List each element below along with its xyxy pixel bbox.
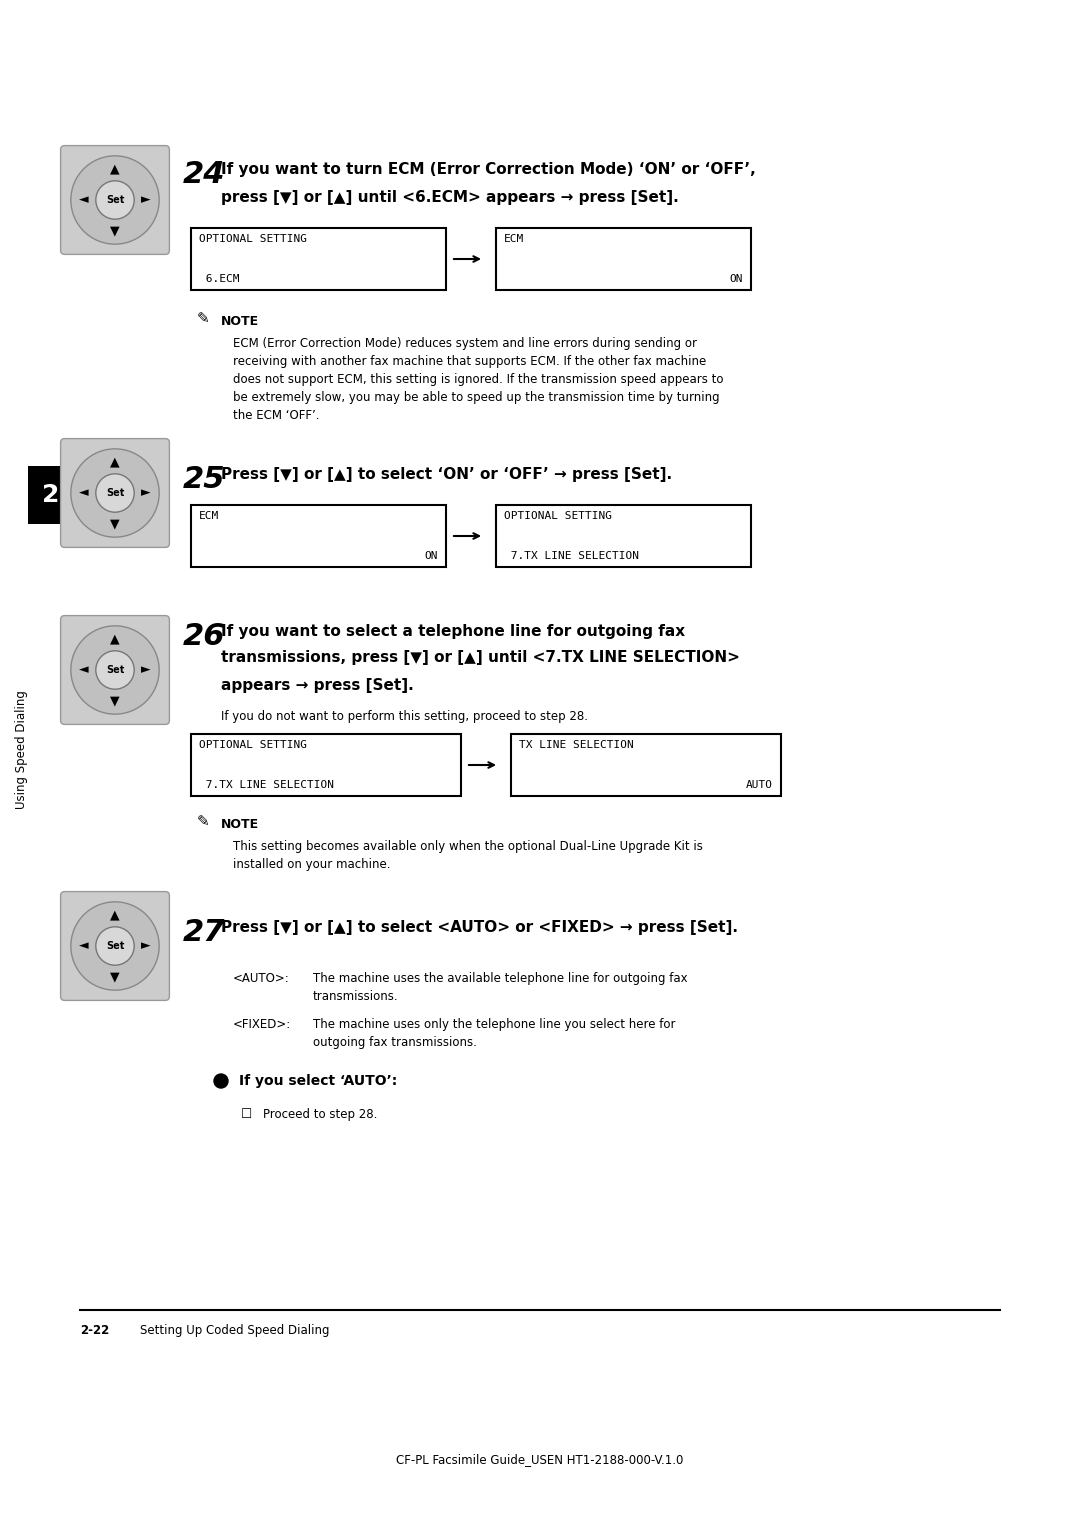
Circle shape	[71, 156, 159, 244]
Text: <AUTO>:: <AUTO>:	[233, 972, 289, 986]
Text: ◄: ◄	[79, 663, 89, 677]
Text: OPTIONAL SETTING: OPTIONAL SETTING	[504, 510, 612, 521]
Circle shape	[96, 927, 134, 966]
Text: ►: ►	[141, 486, 151, 500]
Text: ▲: ▲	[110, 633, 120, 645]
Text: does not support ECM, this setting is ignored. If the transmission speed appears: does not support ECM, this setting is ig…	[233, 373, 724, 387]
FancyBboxPatch shape	[496, 228, 751, 290]
Text: ▲: ▲	[110, 455, 120, 468]
Circle shape	[71, 449, 159, 538]
Text: ON: ON	[424, 552, 438, 561]
Text: ✎: ✎	[197, 814, 210, 830]
Text: ◄: ◄	[79, 940, 89, 952]
Text: ECM: ECM	[199, 510, 219, 521]
Text: Proceed to step 28.: Proceed to step 28.	[264, 1108, 377, 1122]
Text: ▼: ▼	[110, 695, 120, 707]
FancyBboxPatch shape	[60, 439, 170, 547]
Text: be extremely slow, you may be able to speed up the transmission time by turning: be extremely slow, you may be able to sp…	[233, 391, 719, 403]
Text: appears → press [Set].: appears → press [Set].	[221, 678, 414, 694]
Text: OPTIONAL SETTING: OPTIONAL SETTING	[199, 740, 307, 750]
Text: ECM: ECM	[504, 234, 524, 244]
Circle shape	[71, 626, 159, 714]
Text: The machine uses the available telephone line for outgoing fax: The machine uses the available telephone…	[313, 972, 688, 986]
Text: Setting Up Coded Speed Dialing: Setting Up Coded Speed Dialing	[140, 1323, 329, 1337]
Text: AUTO: AUTO	[746, 779, 773, 790]
Text: ▲: ▲	[110, 908, 120, 921]
Circle shape	[96, 180, 134, 219]
Text: NOTE: NOTE	[221, 315, 259, 329]
FancyBboxPatch shape	[191, 228, 446, 290]
Text: Press [▼] or [▲] to select <AUTO> or <FIXED> → press [Set].: Press [▼] or [▲] to select <AUTO> or <FI…	[221, 920, 738, 935]
Text: transmissions, press [▼] or [▲] until <7.TX LINE SELECTION>: transmissions, press [▼] or [▲] until <7…	[221, 649, 740, 665]
Text: ◄: ◄	[79, 194, 89, 206]
Text: press [▼] or [▲] until <6.ECM> appears → press [Set].: press [▼] or [▲] until <6.ECM> appears →…	[221, 189, 678, 205]
Text: If you want to select a telephone line for outgoing fax: If you want to select a telephone line f…	[221, 623, 685, 639]
Text: 2-22: 2-22	[80, 1323, 109, 1337]
Text: ✎: ✎	[197, 312, 210, 327]
Text: ECM (Error Correction Mode) reduces system and line errors during sending or: ECM (Error Correction Mode) reduces syst…	[233, 338, 697, 350]
Text: 24: 24	[183, 160, 226, 189]
Text: the ECM ‘OFF’.: the ECM ‘OFF’.	[233, 410, 320, 422]
Text: Set: Set	[106, 665, 124, 675]
Text: TX LINE SELECTION: TX LINE SELECTION	[519, 740, 634, 750]
Text: If you select ‘AUTO’:: If you select ‘AUTO’:	[239, 1074, 397, 1088]
Circle shape	[96, 651, 134, 689]
Text: CF-PL Facsimile Guide_USEN HT1-2188-000-V.1.0: CF-PL Facsimile Guide_USEN HT1-2188-000-…	[396, 1453, 684, 1467]
FancyBboxPatch shape	[511, 733, 781, 796]
Text: NOTE: NOTE	[221, 817, 259, 831]
Text: ▼: ▼	[110, 518, 120, 530]
Text: Using Speed Dialing: Using Speed Dialing	[15, 691, 28, 810]
Text: 6.ECM: 6.ECM	[199, 274, 240, 284]
Text: ▼: ▼	[110, 225, 120, 238]
Text: 7.TX LINE SELECTION: 7.TX LINE SELECTION	[199, 779, 334, 790]
FancyBboxPatch shape	[28, 466, 75, 524]
FancyBboxPatch shape	[60, 892, 170, 1001]
Text: <FIXED>:: <FIXED>:	[233, 1018, 292, 1031]
Circle shape	[214, 1074, 228, 1088]
Text: 25: 25	[183, 465, 226, 494]
Text: ☐: ☐	[241, 1108, 253, 1122]
Text: 26: 26	[183, 622, 226, 651]
Text: If you do not want to perform this setting, proceed to step 28.: If you do not want to perform this setti…	[221, 711, 588, 723]
Text: outgoing fax transmissions.: outgoing fax transmissions.	[313, 1036, 477, 1050]
Text: ►: ►	[141, 663, 151, 677]
Text: ►: ►	[141, 940, 151, 952]
Text: Press [▼] or [▲] to select ‘ON’ or ‘OFF’ → press [Set].: Press [▼] or [▲] to select ‘ON’ or ‘OFF’…	[221, 468, 672, 481]
Text: Set: Set	[106, 941, 124, 950]
FancyBboxPatch shape	[191, 504, 446, 567]
Circle shape	[96, 474, 134, 512]
Text: 7.TX LINE SELECTION: 7.TX LINE SELECTION	[504, 552, 639, 561]
Text: 27: 27	[183, 918, 226, 947]
Text: ◄: ◄	[79, 486, 89, 500]
Text: This setting becomes available only when the optional Dual-Line Upgrade Kit is: This setting becomes available only when…	[233, 840, 703, 853]
Text: ON: ON	[729, 274, 743, 284]
FancyBboxPatch shape	[191, 733, 461, 796]
Text: OPTIONAL SETTING: OPTIONAL SETTING	[199, 234, 307, 244]
Text: installed on your machine.: installed on your machine.	[233, 859, 391, 871]
Text: receiving with another fax machine that supports ECM. If the other fax machine: receiving with another fax machine that …	[233, 354, 706, 368]
Text: Set: Set	[106, 196, 124, 205]
FancyBboxPatch shape	[60, 616, 170, 724]
FancyBboxPatch shape	[496, 504, 751, 567]
Text: 2: 2	[42, 483, 59, 507]
Text: The machine uses only the telephone line you select here for: The machine uses only the telephone line…	[313, 1018, 675, 1031]
FancyBboxPatch shape	[60, 145, 170, 254]
Text: ▼: ▼	[110, 970, 120, 984]
Text: transmissions.: transmissions.	[313, 990, 399, 1002]
Text: ▲: ▲	[110, 162, 120, 176]
Text: Set: Set	[106, 487, 124, 498]
Text: ►: ►	[141, 194, 151, 206]
Text: If you want to turn ECM (Error Correction Mode) ‘ON’ or ‘OFF’,: If you want to turn ECM (Error Correctio…	[221, 162, 756, 177]
Circle shape	[71, 902, 159, 990]
